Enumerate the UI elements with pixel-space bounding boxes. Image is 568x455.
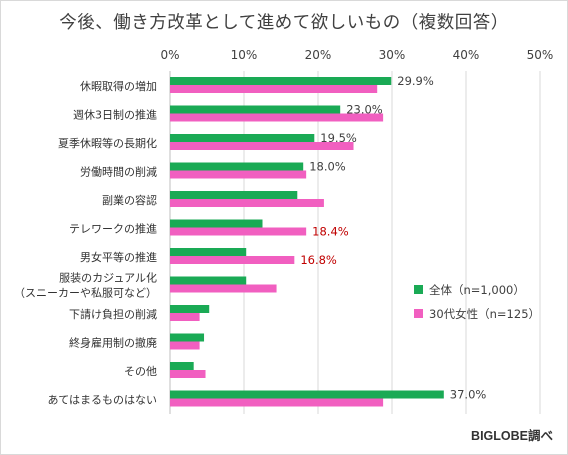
- bar-series-all: [170, 362, 194, 370]
- chart-title: 今後、働き方改革として進めて欲しいもの（複数回答）: [59, 13, 509, 33]
- legend-swatch: [414, 285, 423, 294]
- bar-series-30s-women: [170, 113, 384, 122]
- category-label: 終身雇用制の撤廃: [69, 336, 157, 350]
- legend-label: 30代女性（n=125）: [429, 307, 540, 321]
- bar-series-30s-women: [170, 398, 384, 407]
- data-label: 18.4%: [312, 225, 349, 239]
- category-label: 男女平等の推進: [80, 250, 157, 264]
- category-label: 服装のカジュアル化: [59, 271, 157, 285]
- data-label: 37.0%: [450, 388, 487, 402]
- bar-series-all: [170, 333, 205, 342]
- legend-swatch: [414, 309, 423, 318]
- bar-series-all: [170, 162, 304, 171]
- category-label: テレワークの推進: [69, 222, 157, 236]
- data-label: 18.0%: [309, 160, 346, 174]
- x-tick-label: 20%: [305, 48, 332, 62]
- x-tick-label: 0%: [160, 48, 179, 62]
- bar-series-all: [170, 305, 210, 313]
- bar-series-30s-women: [170, 170, 307, 179]
- category-label: 下請け負担の削減: [69, 307, 157, 321]
- bar-series-all: [170, 134, 315, 142]
- bar-series-30s-women: [170, 284, 277, 293]
- data-label: 16.8%: [300, 253, 337, 267]
- bar-series-all: [170, 219, 263, 228]
- bar-series-all: [170, 105, 341, 114]
- category-label: 夏季休暇等の長期化: [58, 136, 157, 150]
- category-label: 労働時間の削減: [80, 165, 157, 179]
- data-label: 19.5%: [320, 131, 357, 145]
- bar-series-30s-women: [170, 313, 200, 321]
- data-label: 29.9%: [397, 74, 434, 88]
- bar-series-30s-women: [170, 341, 200, 350]
- bar-series-30s-women: [170, 370, 206, 378]
- category-label: その他: [124, 365, 157, 378]
- bar-series-30s-women: [170, 199, 324, 207]
- bar-series-all: [170, 77, 392, 85]
- x-tick-label: 10%: [231, 48, 258, 62]
- bar-series-all: [170, 191, 298, 199]
- bar-series-30s-women: [170, 227, 307, 236]
- x-tick-label: 40%: [453, 48, 480, 62]
- legend-label: 全体（n=1,000）: [429, 283, 525, 297]
- bar-series-all: [170, 390, 444, 399]
- bar-series-30s-women: [170, 85, 378, 93]
- bar-series-30s-women: [170, 142, 354, 150]
- x-tick-label: 50%: [527, 48, 554, 62]
- category-label: （スニーカーや私服可など）: [14, 287, 157, 300]
- category-label: あてはまるものはない: [47, 394, 157, 407]
- bar-series-30s-women: [170, 256, 295, 264]
- source-credit: BIGLOBE調べ: [471, 429, 553, 443]
- category-label: 副業の容認: [102, 193, 157, 207]
- bar-series-all: [170, 248, 247, 256]
- bar-series-all: [170, 276, 247, 285]
- category-label: 週休3日制の推進: [73, 108, 157, 122]
- x-tick-label: 30%: [379, 48, 406, 62]
- category-label: 休暇取得の増加: [80, 80, 157, 93]
- data-label: 23.0%: [346, 103, 383, 117]
